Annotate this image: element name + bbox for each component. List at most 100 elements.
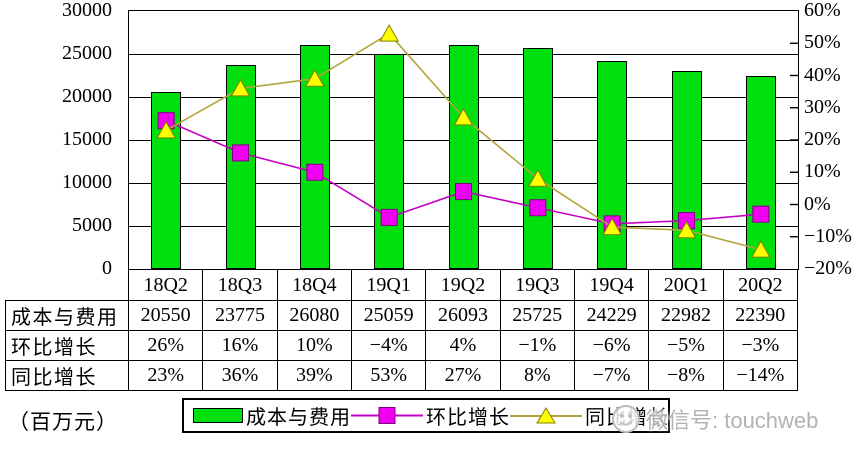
right-axis-tick-label: −10% (804, 224, 852, 247)
triangle-marker-18Q3 (230, 78, 251, 97)
legend-item-qoq: 环比增长 (351, 401, 510, 430)
bar-18Q2 (151, 92, 182, 269)
watermark: 微信号: touchweb (610, 403, 818, 435)
table-cell: −4% (350, 330, 427, 361)
triangle-marker-18Q4 (304, 69, 325, 87)
bar-20Q2 (745, 76, 776, 269)
table-cell: 25059 (350, 300, 427, 331)
table-corner-cell (6, 270, 129, 301)
row-header-1: 环比增长 (5, 330, 129, 361)
left-axis-tick-label: 10000 (62, 171, 112, 193)
left-axis-tick-label: 15000 (62, 128, 112, 150)
triangle-marker-19Q3 (527, 169, 548, 187)
square-marker-swatch (351, 407, 423, 424)
table-cell: −6% (573, 330, 650, 361)
right-axis-tick-label: 0% (804, 192, 831, 215)
table-cell: 25725 (499, 300, 575, 331)
table-cell: 22390 (722, 300, 798, 331)
left-axis-tick-label: 0 (102, 257, 112, 279)
category-header-19Q3: 19Q3 (499, 269, 575, 301)
legend: 成本与费用 环比增长 同比增长 (182, 398, 670, 433)
table-cell: 10% (276, 330, 352, 361)
square-marker-18Q4 (306, 163, 324, 181)
table-cell: 23775 (202, 300, 278, 331)
table-cell: 24229 (573, 300, 650, 331)
category-header-18Q3: 18Q3 (202, 269, 278, 301)
table-row: 成本与费用 20550 23775 26080 25059 26093 25725 24229… (5, 300, 798, 331)
table-cell: −1% (499, 330, 575, 361)
triangle-marker-20Q1 (676, 220, 697, 239)
table-cell: 22982 (648, 300, 724, 331)
right-axis-tick-label: −20% (804, 257, 852, 279)
category-header-19Q4: 19Q4 (573, 269, 650, 301)
table-cell: 39% (276, 360, 352, 391)
triangle-line (165, 32, 762, 251)
unit-label: （百万元） (8, 410, 118, 434)
category-header-18Q2: 18Q2 (127, 269, 204, 301)
table-row: 同比增长 23% 36% 39% 53% 27% 8% −7% −8% −14% (5, 360, 798, 391)
right-axis-tick-label: 10% (804, 160, 841, 183)
square-marker-19Q3 (529, 199, 547, 217)
table-cell: −5% (648, 330, 724, 361)
watermark-text: 微信号: touchweb (646, 408, 819, 433)
category-header-20Q1: 20Q1 (648, 269, 724, 301)
table-cell: 8% (499, 360, 575, 391)
line-series (156, 24, 798, 258)
left-axis-tick-label: 5000 (72, 214, 112, 236)
square-marker-19Q1 (380, 208, 398, 226)
triangle-marker-swatch (510, 407, 582, 424)
triangle-marker-18Q2 (156, 120, 177, 139)
legend-label-cost: 成本与费用 (246, 407, 351, 429)
table-cell: −3% (722, 330, 798, 361)
square-marker-20Q2 (752, 205, 770, 223)
table-cell: 26093 (425, 300, 501, 331)
bar-19Q3 (522, 47, 553, 269)
left-axis-tick-label: 30000 (62, 0, 112, 21)
bar-18Q3 (225, 64, 256, 269)
table-cell: 36% (202, 360, 278, 391)
row-header-2: 同比增长 (5, 360, 129, 391)
square-marker-18Q3 (232, 144, 249, 162)
legend-item-cost: 成本与费用 (193, 401, 351, 430)
triangle-marker-19Q2 (453, 107, 474, 126)
row-header-0: 成本与费用 (5, 300, 129, 331)
bar-19Q1 (374, 53, 405, 269)
category-header-19Q1: 19Q1 (350, 269, 427, 301)
right-axis-tick-label: 20% (804, 128, 841, 150)
triangle-marker-20Q2 (750, 240, 771, 258)
triangle-marker-19Q4 (602, 217, 623, 236)
table-cell: −14% (722, 360, 798, 391)
triangle-icon (536, 407, 556, 424)
table-cell: 53% (350, 360, 427, 391)
data-table: 18Q2 18Q3 18Q4 19Q1 19Q2 19Q3 19Q4 20Q1 20Q2 成本与费… (5, 269, 798, 391)
category-header-20Q2: 20Q2 (722, 269, 798, 301)
table-cell: 16% (202, 330, 278, 361)
table-cell: 26% (127, 330, 204, 361)
left-axis-tick-label: 20000 (62, 85, 112, 107)
wechat-icon (612, 405, 640, 433)
right-axis-tick-label: 60% (804, 0, 841, 21)
square-icon (378, 407, 396, 424)
table-cell: 20550 (127, 300, 204, 331)
left-axis-tick-label: 25000 (62, 42, 112, 64)
table-cell: 27% (425, 360, 501, 391)
table-cell: 26080 (276, 300, 352, 331)
triangle-marker-19Q1 (379, 24, 400, 42)
right-axis-tick-label: 50% (804, 31, 841, 54)
table-cell: −7% (573, 360, 650, 391)
table-cell: 23% (127, 360, 204, 391)
right-axis-tick-label: 30% (804, 95, 841, 118)
table-row: 环比增长 26% 16% 10% −4% 4% −1% −6% −5% −3% (5, 330, 798, 361)
right-axis-tick-label: 40% (804, 63, 841, 86)
category-header-19Q2: 19Q2 (425, 269, 501, 301)
category-header-18Q4: 18Q4 (276, 269, 352, 301)
legend-label-qoq: 环比增长 (426, 407, 510, 429)
table-cell: 4% (425, 330, 501, 361)
bar-swatch (193, 408, 243, 423)
square-marker-19Q2 (455, 183, 472, 201)
bar-19Q2 (448, 44, 479, 269)
square-line (165, 119, 761, 225)
plot-area (128, 10, 799, 270)
table-cell: −8% (648, 360, 724, 391)
